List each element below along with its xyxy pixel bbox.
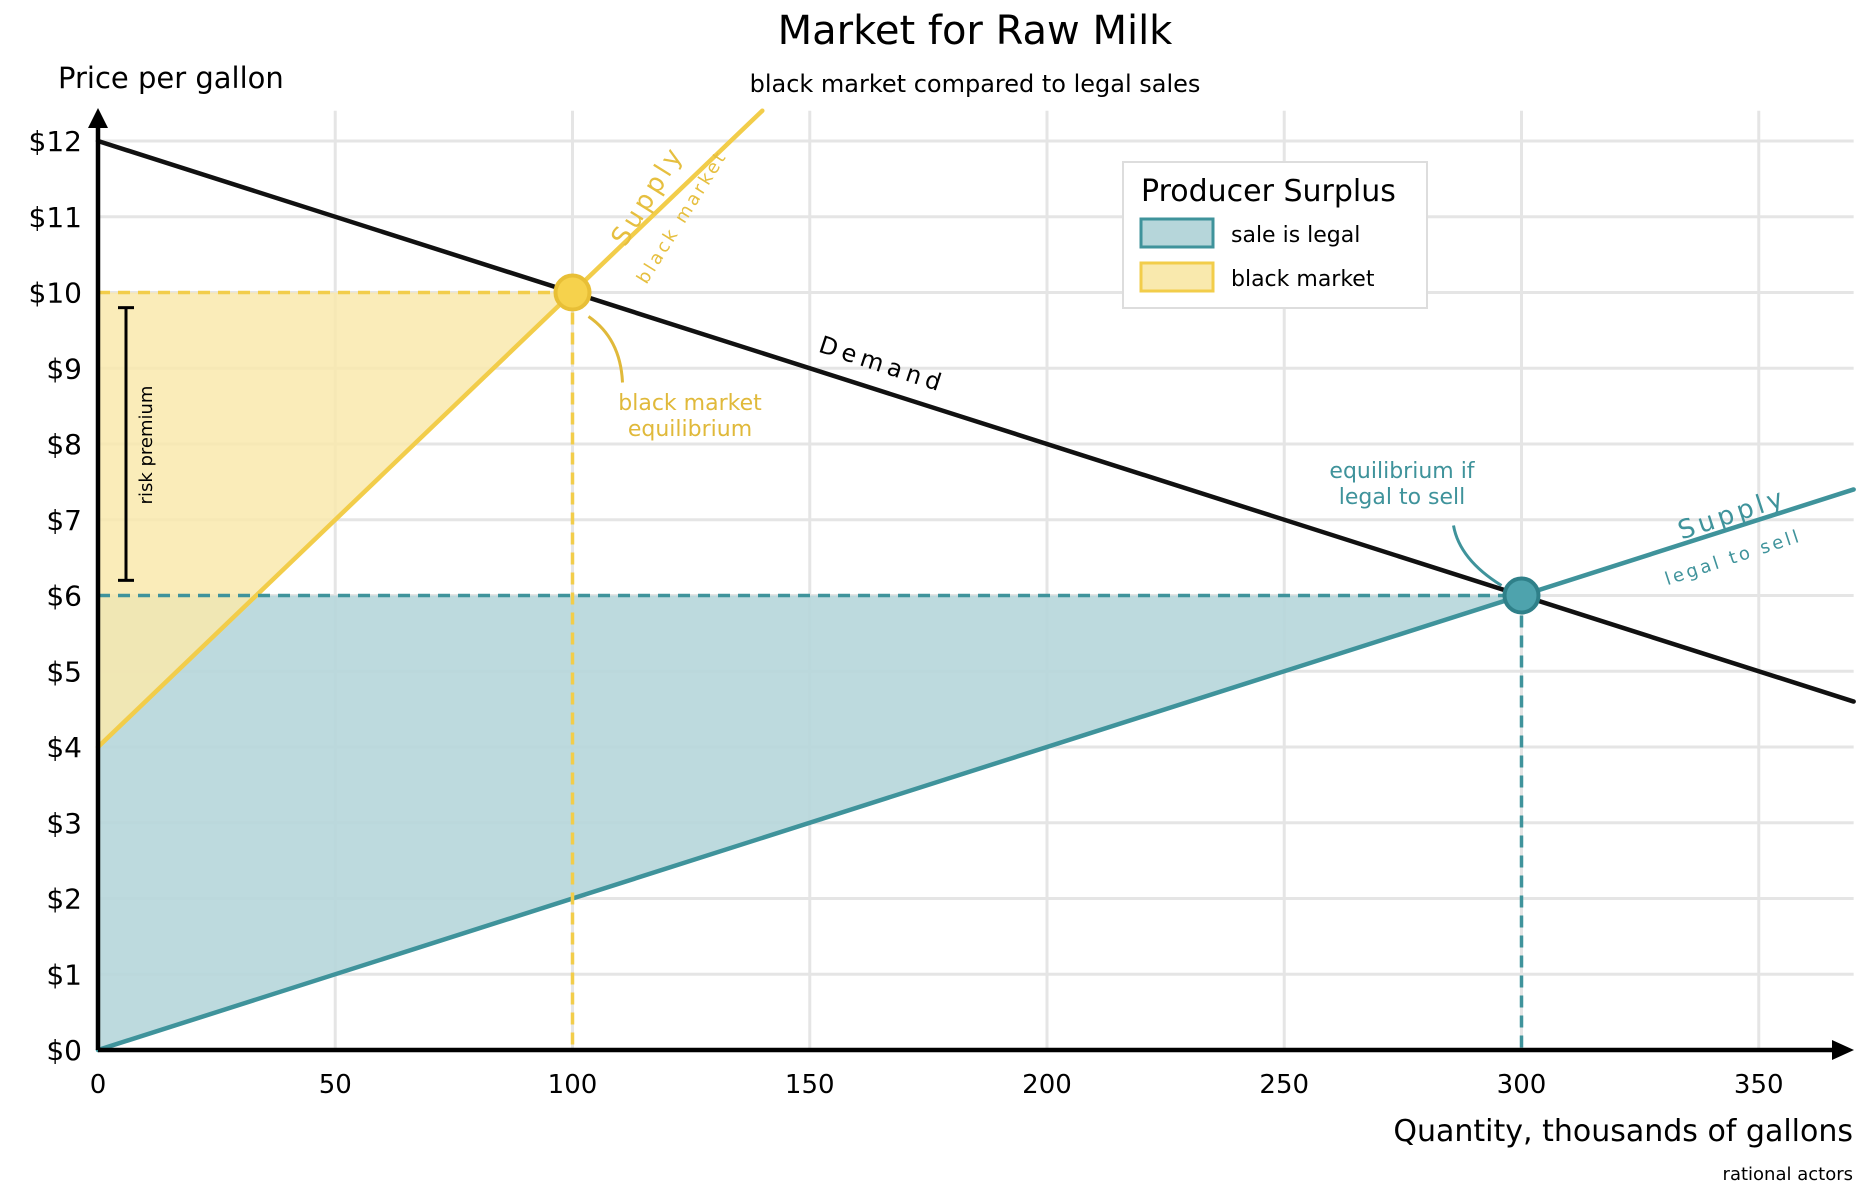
x-tick-label: 100 [548, 1070, 598, 1100]
equilibrium-points [553, 273, 1541, 615]
demand-line [95, 138, 1856, 704]
black-eq-pointer [587, 315, 624, 383]
y-tick-label: $12 [29, 125, 82, 158]
x-axis-arrow [1832, 1040, 1854, 1060]
legend-black-swatch [1139, 261, 1215, 293]
y-tick-label: $9 [46, 352, 82, 385]
credit-text: rational actors [1723, 1164, 1853, 1185]
black-eq-label-line1: black market [618, 391, 762, 416]
x-tick-label: 200 [1022, 1070, 1072, 1100]
x-tick-label: 250 [1259, 1070, 1309, 1100]
chart-subtitle: black market compared to legal sales [750, 70, 1201, 98]
y-tick-label: $1 [46, 958, 82, 991]
x-tick-label: 0 [90, 1070, 107, 1100]
black-equilibrium-point [553, 273, 592, 312]
y-tick-label: $8 [46, 428, 82, 461]
supply-black-line [95, 108, 765, 750]
x-tick-label: 350 [1734, 1070, 1784, 1100]
x-tick-label: 150 [785, 1070, 835, 1100]
legend-legal-label: sale is legal [1231, 223, 1360, 248]
y-axis-label: Price per gallon [58, 61, 284, 95]
y-tick-label: $3 [46, 807, 82, 840]
supply-legal-line [95, 487, 1856, 1053]
y-tick-label: $7 [46, 504, 82, 537]
x-tick-label: 300 [1497, 1070, 1547, 1100]
chart-title: Market for Raw Milk [778, 8, 1174, 54]
black-eq-label-line2: equilibrium [628, 417, 752, 442]
legal-eq-label-line2: legal to sell [1339, 485, 1466, 510]
legend-black-label: black market [1231, 267, 1375, 292]
y-tick-label: $10 [29, 277, 82, 310]
legend: Producer Surplus sale is legal black mar… [1122, 161, 1428, 309]
x-axis-label: Quantity, thousands of gallons [1393, 1114, 1853, 1149]
y-tick-label: $11 [29, 201, 82, 234]
tick-labels: 0 50 100 150 200 250 300 350 $0 $1 $2 $3 $4 $5 $6 $7 $8 $… [29, 125, 1784, 1100]
legal-equilibrium-point [1502, 576, 1541, 615]
y-tick-label: $0 [46, 1034, 82, 1067]
y-tick-label: $6 [46, 580, 82, 613]
y-tick-label: $2 [46, 883, 82, 916]
annotations [118, 306, 1503, 587]
axes [88, 108, 1854, 1060]
legend-legal-swatch [1139, 217, 1215, 249]
x-tick-label: 50 [319, 1070, 352, 1100]
equilibrium-guides [98, 290, 1524, 1050]
risk-premium-label: risk premium [136, 386, 157, 505]
demand-label: Demand [816, 331, 950, 399]
y-tick-label: $4 [46, 731, 82, 764]
curve-lines [95, 108, 1856, 1053]
legend-title: Producer Surplus [1141, 174, 1396, 209]
legal-eq-label-line1: equilibrium if [1329, 459, 1475, 484]
legal-eq-pointer [1452, 525, 1503, 587]
y-tick-label: $5 [46, 655, 82, 688]
y-axis-arrow [88, 108, 108, 128]
